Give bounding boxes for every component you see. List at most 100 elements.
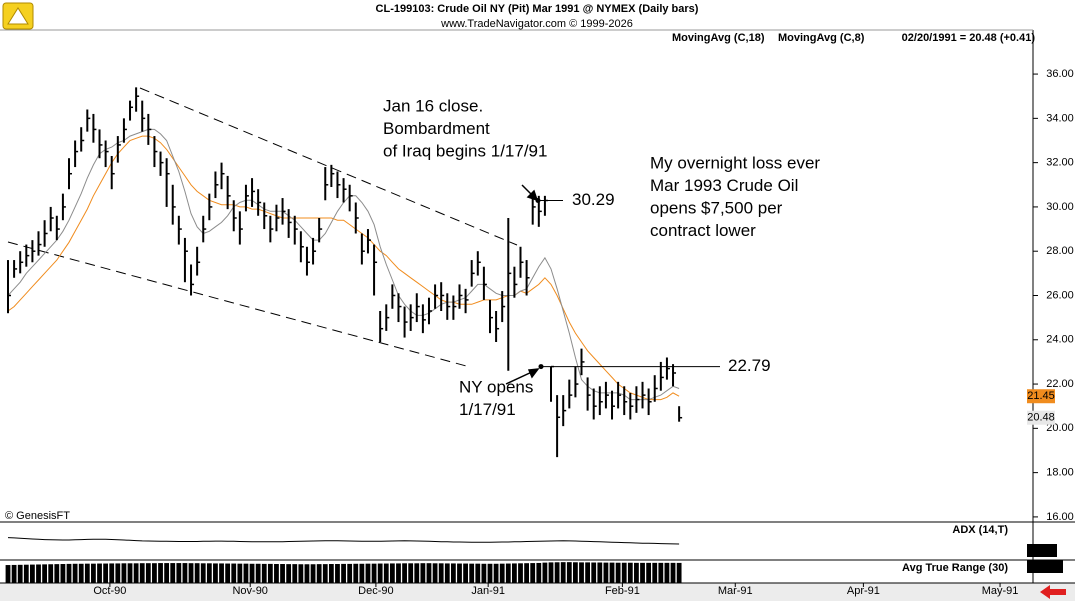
atr-bar	[634, 562, 639, 583]
x-axis-band	[0, 583, 1075, 601]
close-badge-bg	[1027, 410, 1055, 425]
atr-bar	[255, 563, 261, 583]
atr-bar	[17, 564, 23, 583]
atr-bar	[206, 563, 212, 583]
atr-bar	[42, 564, 48, 583]
atr-bar	[371, 563, 377, 583]
atr-bar	[261, 563, 267, 583]
atr-bar	[402, 563, 407, 583]
atr-bar	[670, 562, 676, 583]
atr-bar	[481, 563, 487, 583]
annotation-text: opens $7,500 per	[650, 198, 783, 217]
y-tick-label: 18.00	[1046, 467, 1074, 479]
atr-bar	[121, 563, 127, 583]
atr-bar	[200, 563, 206, 583]
x-tick-label: Jan-91	[471, 585, 505, 597]
atr-bar	[585, 562, 591, 583]
annotation-text: of Iraq begins 1/17/91	[383, 141, 547, 160]
moving-average-line	[7, 135, 680, 401]
atr-bar	[176, 563, 182, 583]
atr-bar	[341, 563, 346, 583]
atr-bar	[444, 563, 450, 583]
chart-subtitle: www.TradeNavigator.com © 1999-2026	[440, 18, 633, 30]
atr-bar	[127, 563, 133, 583]
atr-bar	[97, 563, 102, 583]
atr-bar	[219, 563, 224, 583]
atr-bar	[432, 563, 438, 583]
atr-bar	[54, 564, 60, 583]
y-tick-label: 22.00	[1046, 378, 1074, 390]
atr-bar	[115, 563, 121, 583]
atr-bar	[487, 563, 493, 583]
level-label: 30.29	[572, 190, 615, 209]
chart-title: CL-199103: Crude Oil NY (Pit) Mar 1991 @…	[376, 3, 699, 15]
logo	[2, 2, 34, 30]
atr-bar	[438, 563, 444, 583]
atr-bar	[389, 563, 395, 583]
atr-bar	[615, 562, 621, 583]
atr-bar	[328, 564, 334, 583]
atr-bar	[30, 564, 35, 583]
arrows	[505, 184, 540, 385]
annotation-text: My overnight loss ever	[650, 153, 820, 172]
moving-average-line	[7, 128, 680, 401]
atr-bar	[603, 562, 609, 583]
atr-bar	[365, 563, 371, 583]
ma-badge-bg	[1027, 389, 1055, 404]
atr-bar	[249, 563, 255, 583]
atr-bar	[225, 563, 231, 583]
atr-bar	[621, 562, 627, 583]
atr-bar	[426, 563, 432, 583]
atr-bar	[335, 564, 340, 583]
atr-bar	[518, 563, 523, 583]
atr-bar	[554, 562, 560, 583]
annotation-text: Bombardment	[383, 119, 490, 138]
y-tick-label: 26.00	[1046, 289, 1074, 301]
atr-badge: 1.7360	[1028, 560, 1062, 572]
x-tick-label: Apr-91	[847, 585, 880, 597]
annotation-text: NY opens	[459, 377, 533, 396]
atr-bar	[170, 563, 176, 583]
atr-bar	[579, 562, 584, 583]
atr-bar	[84, 563, 90, 583]
atr-bar	[298, 564, 304, 583]
atr-bar	[396, 563, 401, 583]
adx-badge-bg	[1027, 544, 1057, 557]
atr-bar	[609, 562, 615, 583]
atr-bar	[243, 563, 249, 583]
atr-bar	[505, 563, 511, 583]
x-tick-label: Dec-90	[358, 585, 393, 597]
atr-bar	[11, 564, 17, 583]
atr-bar	[60, 564, 66, 583]
y-tick-label: 28.00	[1046, 245, 1074, 257]
atr-bar	[145, 563, 151, 583]
atr-bar	[566, 562, 572, 583]
atr-bar	[450, 563, 456, 583]
atr-bar	[23, 564, 29, 583]
level-dot	[535, 197, 541, 203]
atr-bar	[646, 562, 652, 583]
atr-bar	[133, 563, 139, 583]
scroll-arrow[interactable]	[1040, 585, 1066, 599]
y-tick-label: 30.00	[1046, 201, 1074, 213]
atr-bar	[78, 563, 84, 583]
x-tick-label: Feb-91	[605, 585, 640, 597]
atr-bar	[286, 564, 292, 583]
y-tick-label: 24.00	[1046, 334, 1074, 346]
atr-bar	[493, 563, 499, 583]
atr-bar	[420, 563, 426, 583]
atr-bar	[103, 563, 109, 583]
y-tick-label: 32.00	[1046, 157, 1074, 169]
y-tick-label: 16.00	[1046, 511, 1074, 523]
atr-bar	[597, 562, 603, 583]
atr-bar	[548, 562, 554, 583]
atr-bar	[652, 562, 658, 583]
atr-bar	[158, 563, 163, 583]
atr-badge-bg	[1027, 560, 1063, 573]
x-tick-label: Mar-91	[718, 585, 753, 597]
close-badge: 20.48	[1027, 412, 1055, 424]
last-quote: 02/20/1991 = 20.48 (+0.41)	[902, 32, 1036, 44]
atr-bar	[274, 564, 279, 583]
